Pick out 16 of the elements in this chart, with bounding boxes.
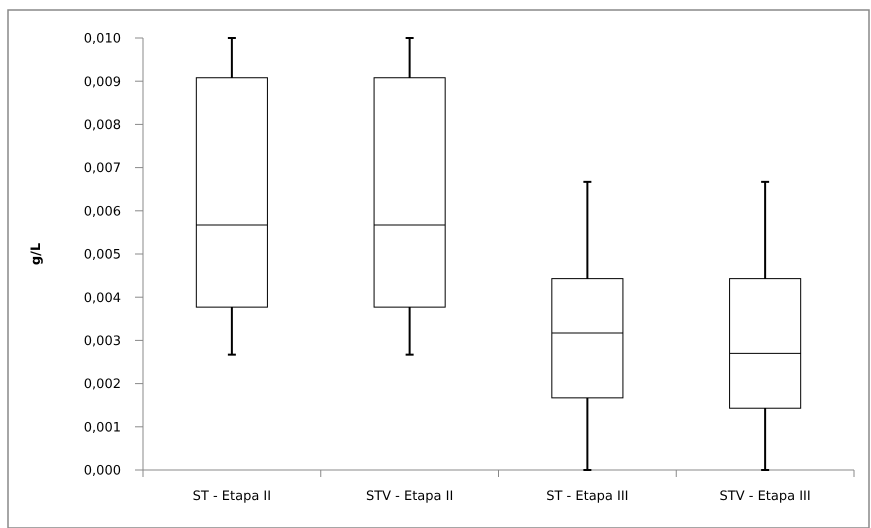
y-tick-label: 0,002 <box>84 377 121 392</box>
y-tick-label: 0,004 <box>84 290 121 306</box>
y-tick-label: 0,001 <box>84 420 121 436</box>
y-tick-label: 0,005 <box>84 248 121 263</box>
y-tick-label: 0,006 <box>84 204 121 220</box>
y-tick-label: 0,007 <box>84 161 121 176</box>
y-tick-label: 0,009 <box>84 74 121 90</box>
y-tick-label: 0,010 <box>84 32 121 47</box>
x-tick-label: STV - Etapa III <box>720 489 811 504</box>
x-tick-label: ST - Etapa II <box>192 489 272 504</box>
y-tick-label: 0,003 <box>84 334 121 349</box>
x-tick-label: ST - Etapa III <box>546 489 629 504</box>
y-tick-label: 0,008 <box>84 118 121 133</box>
x-tick-label: STV - Etapa II <box>366 489 454 504</box>
y-tick-label: 0,000 <box>84 464 121 479</box>
y-axis-title: g/L <box>29 242 44 266</box>
